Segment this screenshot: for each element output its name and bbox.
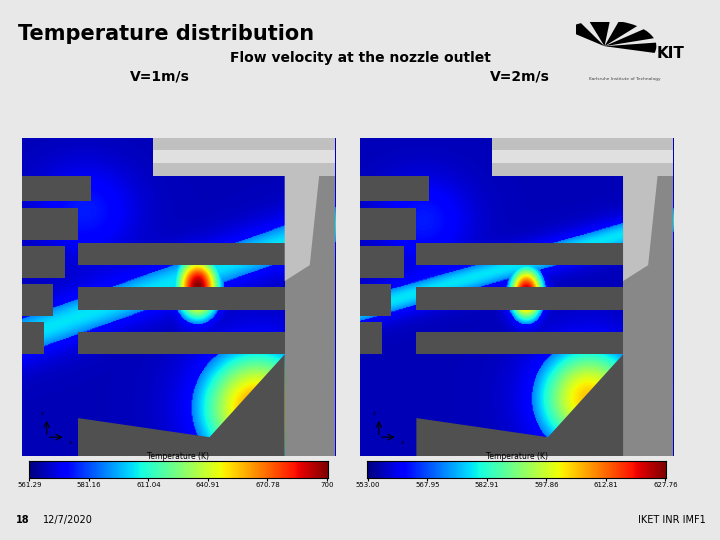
Polygon shape (153, 151, 335, 163)
Text: z: z (372, 411, 375, 416)
Polygon shape (416, 243, 623, 265)
Polygon shape (22, 284, 53, 316)
Polygon shape (22, 176, 91, 201)
Polygon shape (492, 138, 673, 176)
Polygon shape (623, 176, 673, 456)
Polygon shape (416, 354, 623, 456)
Wedge shape (605, 43, 657, 53)
Polygon shape (284, 176, 335, 456)
Polygon shape (153, 138, 335, 176)
Polygon shape (22, 246, 66, 278)
Polygon shape (492, 151, 673, 163)
Polygon shape (284, 176, 319, 281)
Polygon shape (360, 322, 382, 354)
Title: Temperature (K): Temperature (K) (485, 451, 548, 461)
Polygon shape (78, 287, 284, 310)
Polygon shape (416, 332, 623, 354)
Wedge shape (590, 21, 610, 46)
Text: V=1m/s: V=1m/s (130, 69, 190, 83)
Polygon shape (360, 246, 404, 278)
Text: IKET INR IMF1: IKET INR IMF1 (638, 515, 706, 525)
Text: 18: 18 (16, 515, 30, 525)
Polygon shape (360, 208, 416, 240)
Polygon shape (416, 287, 623, 310)
Text: x: x (401, 440, 404, 444)
Title: Temperature (K): Temperature (K) (147, 451, 210, 461)
Text: x: x (68, 440, 72, 444)
Text: Temperature distribution: Temperature distribution (18, 24, 314, 44)
Polygon shape (360, 284, 392, 316)
Polygon shape (78, 332, 284, 354)
Text: 12/7/2020: 12/7/2020 (43, 515, 93, 525)
Wedge shape (564, 23, 605, 46)
Text: V=2m/s: V=2m/s (490, 69, 550, 83)
Text: z: z (40, 411, 43, 416)
Text: Karlsruhe Institute of Technology: Karlsruhe Institute of Technology (589, 77, 660, 81)
Polygon shape (360, 176, 429, 201)
Polygon shape (623, 176, 657, 281)
Wedge shape (605, 21, 637, 46)
Wedge shape (605, 29, 654, 46)
Polygon shape (22, 208, 78, 240)
Polygon shape (78, 243, 284, 265)
Text: KIT: KIT (657, 46, 684, 62)
Polygon shape (22, 322, 43, 354)
Polygon shape (78, 354, 284, 456)
Text: Flow velocity at the nozzle outlet: Flow velocity at the nozzle outlet (230, 51, 490, 65)
